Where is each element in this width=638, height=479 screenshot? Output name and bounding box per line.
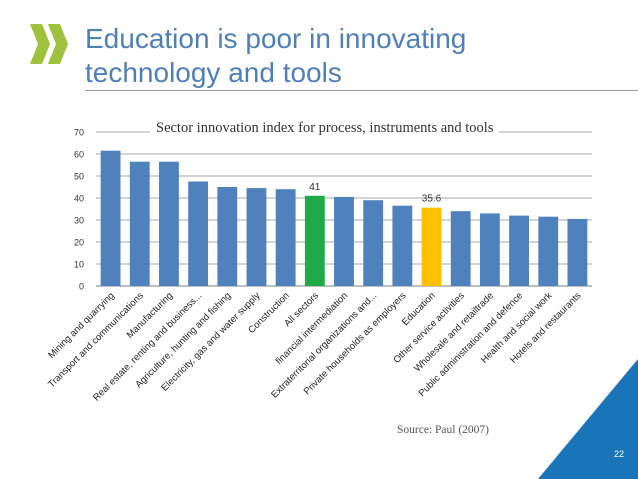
bar-2 (159, 161, 179, 286)
bar-6 (275, 189, 296, 286)
slide-title-line2: technology and tools (85, 57, 342, 88)
bar-13 (479, 213, 500, 286)
bar-12 (450, 211, 471, 286)
y-tick-label: 10 (74, 260, 84, 270)
bar-14 (509, 215, 529, 286)
bar-7 (304, 195, 325, 286)
bar-16 (567, 218, 588, 286)
chart-title: Sector innovation index for process, ins… (150, 120, 500, 137)
y-tick-label: 60 (74, 150, 84, 160)
data-labels: 41 35.6 (309, 182, 441, 205)
bar-1 (129, 161, 150, 286)
bar-11 (421, 207, 442, 286)
x-tick-label: Real estate, renting and business... (91, 290, 204, 403)
slide-title-line1: Education is poor in innovating (85, 23, 467, 54)
title-divider (85, 90, 638, 91)
bar-3 (188, 181, 209, 286)
corner-decoration (538, 359, 638, 479)
bar-15 (538, 216, 559, 286)
bar-9 (363, 200, 384, 286)
bar-8 (334, 196, 354, 286)
y-tick-label: 70 (74, 128, 84, 138)
page-number: 22 (613, 449, 624, 459)
logo-chevron-right (48, 24, 68, 64)
chart-bars (100, 150, 588, 286)
y-tick-label: 20 (74, 238, 84, 248)
data-label: 35.6 (422, 194, 442, 205)
data-label: 41 (309, 182, 321, 193)
x-tick-label: Extraterritorial organizations and... (269, 290, 379, 400)
y-tick-label: 40 (74, 194, 84, 204)
y-tick-label: 50 (74, 172, 84, 182)
oecd-logo (30, 24, 68, 64)
bar-10 (392, 205, 413, 286)
bar-4 (217, 187, 238, 286)
slide-title: Education is poor in innovating technolo… (85, 22, 605, 90)
y-axis-labels: 0 10 20 30 40 50 60 70 (74, 128, 84, 292)
y-tick-label: 30 (74, 216, 84, 226)
bar-5 (246, 188, 267, 286)
source-note: Source: Paul (2007) (397, 424, 489, 436)
bar-0 (100, 150, 121, 286)
y-tick-label: 0 (79, 282, 84, 292)
logo-chevron-left (30, 24, 50, 64)
